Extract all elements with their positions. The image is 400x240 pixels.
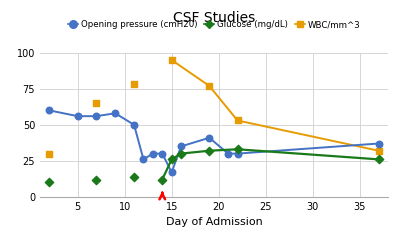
Title: CSF Studies: CSF Studies xyxy=(173,11,255,25)
Point xyxy=(206,149,212,153)
Point xyxy=(168,157,175,161)
Point xyxy=(46,108,53,112)
Point xyxy=(225,152,231,156)
Point xyxy=(93,178,100,181)
Point xyxy=(93,114,100,118)
Point xyxy=(206,136,212,140)
Point xyxy=(178,144,184,148)
Point xyxy=(93,101,100,105)
Point xyxy=(159,178,166,181)
Point xyxy=(168,58,175,62)
Point xyxy=(159,152,166,156)
Point xyxy=(131,123,137,127)
Point xyxy=(375,142,382,145)
Point xyxy=(168,170,175,174)
Legend: Opening pressure (cmH20), Glucose (mg/dL), WBC/mm^3: Opening pressure (cmH20), Glucose (mg/dL… xyxy=(64,17,364,33)
Point xyxy=(74,114,81,118)
Point xyxy=(140,157,147,161)
Point xyxy=(375,149,382,153)
Point xyxy=(131,83,137,86)
Point xyxy=(206,84,212,88)
Point xyxy=(150,152,156,156)
Point xyxy=(234,152,241,156)
Point xyxy=(46,152,53,156)
Point xyxy=(234,147,241,151)
X-axis label: Day of Admission: Day of Admission xyxy=(166,217,262,227)
Point xyxy=(178,152,184,156)
Point xyxy=(375,157,382,161)
Point xyxy=(234,119,241,122)
Point xyxy=(131,175,137,179)
Point xyxy=(112,111,118,115)
Point xyxy=(46,180,53,184)
